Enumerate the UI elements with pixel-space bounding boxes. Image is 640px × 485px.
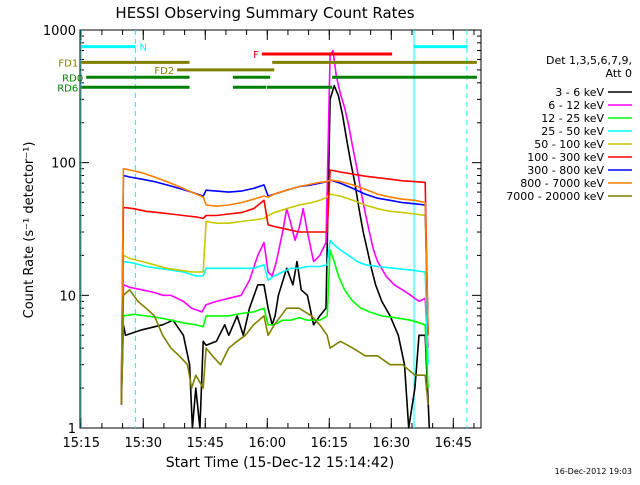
chart-title: HESSI Observing Summary Count Rates bbox=[115, 4, 414, 22]
series-line bbox=[120, 239, 429, 405]
legend-header: Det 1,3,5,6,7,9, bbox=[546, 54, 632, 67]
series-line bbox=[120, 288, 429, 405]
footer-date: 16-Dec-2012 19:03 bbox=[555, 467, 632, 476]
legend-entry-label: 300 - 800 keV bbox=[527, 164, 604, 177]
x-tick-label: 16:00 bbox=[249, 436, 286, 451]
x-tick-label: 16:45 bbox=[435, 436, 472, 451]
series-line bbox=[120, 167, 429, 405]
plot-frame bbox=[79, 29, 482, 429]
legend-entry-label: 7000 - 20000 keV bbox=[506, 190, 604, 203]
series-line bbox=[120, 249, 429, 405]
legend-entry-label: 3 - 6 keV bbox=[555, 86, 604, 99]
x-tick-label: 15:15 bbox=[63, 436, 100, 451]
y-tick-label: 10 bbox=[59, 289, 76, 304]
x-tick-label: 16:15 bbox=[311, 436, 348, 451]
y-tick-label: 100 bbox=[51, 157, 76, 172]
mode-bar-label: RD0 bbox=[62, 73, 83, 84]
y-tick-label: 1 bbox=[68, 422, 76, 437]
plot-area: 1 10 100 1000 15:15 15:30 15:45 16:00 16:15 16:30… bbox=[43, 24, 482, 451]
y-axis-label: Count Rate (s⁻¹ detector⁻¹) bbox=[22, 142, 37, 319]
series-line bbox=[120, 193, 429, 405]
mode-bar-label: N bbox=[139, 43, 146, 54]
legend-entry-label: 100 - 300 keV bbox=[527, 151, 604, 164]
legend-entry-label: 25 - 50 keV bbox=[541, 125, 604, 138]
series-line bbox=[120, 169, 429, 405]
y-tick-label: 1000 bbox=[43, 24, 76, 39]
mode-bar-label: RD6 bbox=[57, 83, 78, 94]
mode-bar-label: FD2 bbox=[154, 66, 174, 77]
series-line bbox=[120, 84, 431, 429]
x-tick-label: 16:30 bbox=[373, 436, 410, 451]
x-axis-label: Start Time (15-Dec-12 15:14:42) bbox=[166, 455, 394, 471]
x-tick-label: 15:30 bbox=[125, 436, 162, 451]
x-tick-label: 15:45 bbox=[187, 436, 224, 451]
mode-bar-label: FD1 bbox=[58, 58, 78, 69]
legend-subheader: Att 0 bbox=[606, 67, 632, 80]
legend-entry-label: 6 - 12 keV bbox=[548, 99, 604, 112]
series-line bbox=[120, 49, 429, 405]
legend-entry-label: 50 - 100 keV bbox=[534, 138, 604, 151]
legend-entry-label: 12 - 25 keV bbox=[541, 112, 604, 125]
legend-entry-label: 800 - 7000 keV bbox=[520, 177, 604, 190]
mode-bar-label: F bbox=[253, 50, 259, 61]
